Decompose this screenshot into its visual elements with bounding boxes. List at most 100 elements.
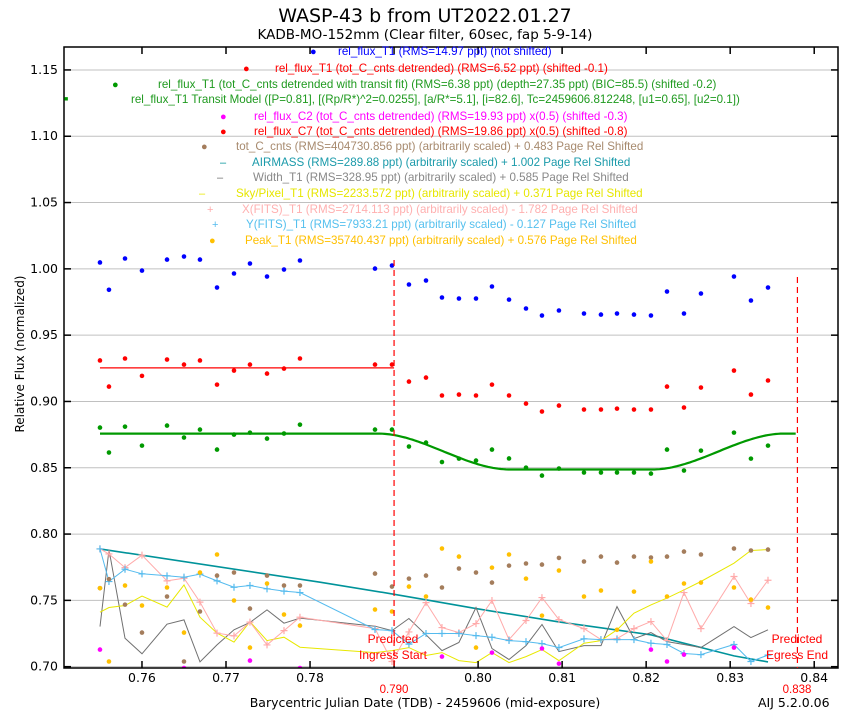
y-tick-label: 0.80	[30, 526, 58, 541]
data-point-cyan	[163, 572, 171, 580]
y-tick-label: 0.75	[30, 592, 58, 607]
data-point-brown	[523, 561, 529, 566]
data-point-orange	[648, 559, 654, 564]
data-point-cyan	[138, 570, 146, 578]
data-point-brown	[765, 547, 771, 552]
data-point-magenta	[265, 678, 270, 683]
data-point-blue	[406, 282, 412, 287]
data-point-magenta	[556, 661, 562, 666]
data-point-cyan	[230, 583, 238, 591]
data-point-red	[231, 368, 237, 373]
data-point-orange	[423, 594, 429, 599]
data-point-magenta	[407, 678, 412, 683]
data-point-cyan	[422, 630, 430, 638]
data-point-pink	[280, 627, 288, 635]
data-point-blue	[681, 311, 687, 316]
legend-marker-dot-icon: ●	[209, 235, 216, 247]
data-point-magenta	[282, 678, 287, 683]
data-point-blue	[281, 267, 287, 272]
data-point-cyan	[630, 636, 638, 644]
egress-time-label: 0.838	[782, 684, 812, 696]
data-point-orange	[698, 580, 704, 585]
data-point-orange	[614, 627, 620, 633]
data-point-red	[631, 407, 637, 412]
data-point-cyan	[488, 633, 496, 641]
data-point-cyan	[455, 630, 463, 638]
data-point-green	[389, 427, 395, 432]
data-point-blue	[231, 271, 237, 276]
data-point-brown	[556, 555, 562, 561]
data-point-red	[681, 405, 687, 410]
data-point-orange	[181, 630, 187, 635]
data-point-pink	[580, 625, 588, 633]
legend-marker-dot-icon: ●	[201, 141, 208, 153]
data-point-brown	[581, 559, 587, 564]
data-point-green	[214, 447, 220, 452]
legend-item: Peak_T1 (RMS=35740.437 ppt) (arbitrarily…	[245, 234, 637, 247]
data-point-red	[214, 382, 220, 387]
data-point-pink	[405, 628, 413, 636]
data-point-brown	[197, 609, 203, 614]
data-point-blue	[698, 291, 704, 296]
data-point-red	[247, 362, 253, 367]
data-point-red	[523, 401, 529, 406]
data-point-orange	[731, 585, 737, 590]
data-point-blue	[765, 285, 771, 290]
data-point-red	[106, 384, 112, 389]
y-tick-label: 0.95	[30, 327, 58, 342]
data-point-orange	[97, 585, 103, 591]
x-tick-label: 0.83	[716, 670, 744, 685]
data-point-red	[765, 378, 771, 383]
data-point-pink	[438, 624, 446, 632]
gridlines	[64, 69, 838, 668]
data-point-orange	[406, 584, 412, 589]
data-point-blue	[264, 274, 270, 279]
data-point-orange	[539, 613, 545, 618]
data-point-red	[698, 385, 704, 390]
legend-item: Y(FITS)_T1 (RMS=7933.21 ppt) (arbitraril…	[246, 218, 637, 231]
legend-item: tot_C_cnts (RMS=404730.856 ppt) (arbitra…	[236, 140, 644, 153]
data-point-green	[598, 470, 604, 475]
plot-frame	[63, 46, 839, 669]
legend-item: rel_flux_T1 Transit Model ([P=0.81], [(R…	[131, 93, 740, 106]
data-point-magenta	[457, 678, 462, 683]
data-point-blue	[423, 278, 429, 283]
axes: 0.70 0.75 0.80 0.85 0.90 0.95 1.00 1.05 1.10 1.15…	[30, 46, 839, 685]
data-point-green	[748, 456, 754, 461]
data-point-green	[139, 443, 145, 448]
data-point-brown	[139, 630, 145, 635]
data-point-orange	[197, 570, 203, 575]
data-point-blue	[731, 274, 737, 279]
data-point-cyan	[405, 640, 413, 648]
data-point-green	[164, 423, 170, 428]
data-point-red	[614, 406, 620, 411]
data-point-pink	[213, 629, 221, 637]
data-point-red	[139, 373, 145, 379]
data-point-cyan	[522, 638, 530, 646]
data-point-pink	[764, 576, 772, 584]
y-tick-label: 1.15	[30, 62, 58, 77]
series-line-pink	[99, 548, 769, 663]
data-point-magenta	[681, 652, 687, 657]
data-point-pink	[472, 620, 480, 628]
data-point-brown	[389, 584, 395, 589]
data-point-brown	[631, 554, 637, 559]
legend-item: Sky/Pixel_T1 (RMS=2233.572 ppt) (arbitra…	[236, 187, 643, 200]
data-point-blue	[664, 289, 670, 294]
legend-item: rel_flux_T1 (tot_C_cnts detrended) (RMS=…	[275, 62, 608, 75]
legend-marker-dot-icon: ●	[310, 46, 317, 58]
data-point-magenta	[648, 647, 654, 652]
egress-text-2: Egress End	[765, 648, 829, 662]
chart-title: WASP-43 b from UT2022.01.27	[278, 5, 572, 27]
data-point-blue	[247, 261, 253, 266]
data-point-green	[648, 471, 654, 476]
x-axis-label: Barycentric Julian Date (TDB) - 2459606 …	[249, 695, 601, 710]
data-point-orange	[523, 576, 529, 581]
data-point-magenta	[539, 646, 545, 651]
data-point-orange	[389, 609, 395, 614]
data-point-pink	[105, 550, 113, 558]
data-point-red	[122, 356, 128, 361]
data-point-pink	[730, 573, 738, 581]
data-point-cyan	[246, 582, 254, 590]
legend-marker-dot-icon: ●	[220, 111, 227, 123]
